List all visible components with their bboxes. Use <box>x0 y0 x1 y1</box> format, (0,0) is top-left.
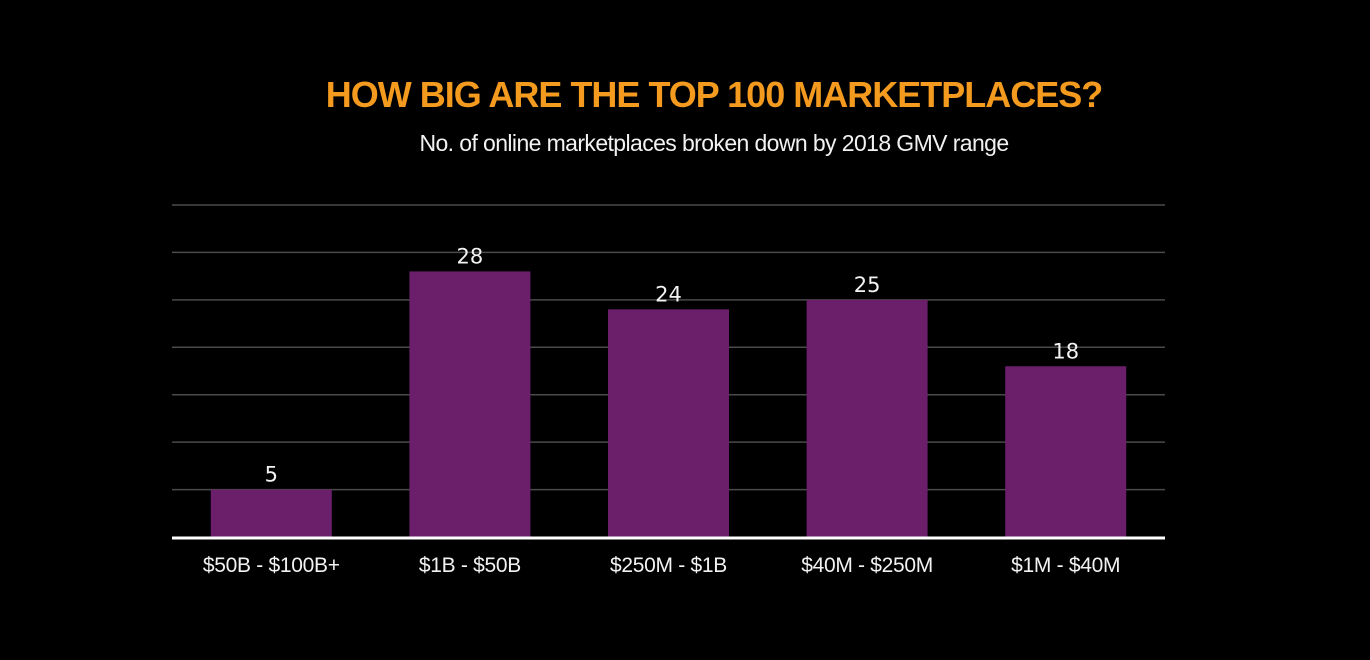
x-tick-label: $250M - $1B <box>610 554 727 577</box>
x-tick-label: $1B - $50B <box>419 554 521 577</box>
x-tick-label: $40M - $250M <box>801 554 933 577</box>
value-labels: 5 28 24 25 18 <box>265 244 1079 486</box>
bar <box>806 299 928 537</box>
data-label: 24 <box>655 282 682 306</box>
data-label: 5 <box>265 463 278 487</box>
chart-subtitle: No. of online marketplaces broken down b… <box>419 130 1009 156</box>
bar <box>409 271 531 537</box>
data-label: 25 <box>854 273 881 297</box>
x-tick-label: $50B - $100B+ <box>203 554 340 577</box>
bar <box>608 309 729 537</box>
chart-title: HOW BIG ARE THE TOP 100 MARKETPLACES? <box>325 74 1103 115</box>
bar <box>1005 366 1127 537</box>
bar <box>210 489 332 537</box>
data-label: 28 <box>457 244 484 268</box>
x-tick-label: $1M - $40M <box>1011 554 1120 577</box>
data-label: 18 <box>1052 339 1079 363</box>
x-tick-labels: $50B - $100B+ $1B - $50B $250M - $1B $40M -… <box>203 554 1121 577</box>
bars <box>210 271 1127 537</box>
